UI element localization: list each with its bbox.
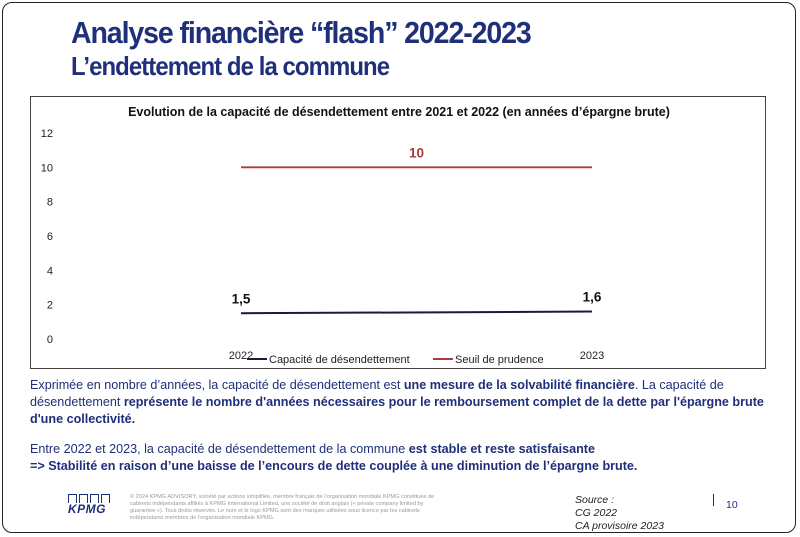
source-line-2: CA provisoire 2023 [575, 520, 664, 532]
x-tick-label: 2023 [580, 350, 604, 362]
source-label: Source : [575, 494, 615, 506]
data-label: 1,6 [583, 290, 602, 305]
p2-text-a: Entre 2022 et 2023, la capacité de désen… [30, 442, 409, 456]
p1-text-b: une mesure de la solvabilité financière [403, 378, 635, 392]
logo-boxes-icon [68, 494, 110, 503]
conclusion-paragraph: Entre 2022 et 2023, la capacité de désen… [30, 441, 770, 475]
p2-text-c: => Stabilité en raison d’une baisse de l… [30, 459, 638, 473]
page-subtitle: L’endettement de la commune [71, 51, 390, 81]
page-title: Analyse financière “flash” 2022-2023 [71, 15, 532, 50]
p1-text-c: . La capacité de désendettement [30, 378, 724, 409]
y-tick-label: 6 [47, 231, 53, 243]
page-number: 10 [726, 499, 738, 511]
x-tick-label: 2022 [229, 350, 253, 362]
chart-container: Evolution de la capacité de désendetteme… [30, 96, 766, 369]
data-label: 1,5 [232, 291, 251, 306]
data-label: 10 [409, 145, 424, 160]
logo-text: KPMG [68, 502, 106, 516]
source-line-1: CG 2022 [575, 507, 618, 519]
kpmg-logo: KPMG [68, 494, 110, 516]
legend-label: Seuil de prudence [455, 354, 544, 366]
p1-text-d: représente le nombre d'années nécessaire… [30, 395, 764, 426]
y-tick-label: 10 [41, 162, 53, 174]
explanation-paragraph: Exprimée en nombre d’années, la capacité… [30, 377, 770, 428]
y-tick-label: 0 [47, 334, 53, 346]
source-note: Source : CG 2022 CA provisoire 2023 [575, 494, 664, 533]
line-chart: Evolution de la capacité de désendetteme… [41, 105, 670, 366]
chart-title: Evolution de la capacité de désendetteme… [128, 105, 670, 119]
y-tick-label: 4 [47, 265, 53, 277]
y-tick-label: 12 [41, 128, 53, 140]
y-tick-label: 8 [47, 197, 53, 209]
legend-label: Capacité de désendettement [269, 354, 410, 366]
legal-notice: © 2024 KPMG ADVISORY, société par action… [130, 494, 435, 521]
y-tick-label: 2 [47, 300, 53, 312]
p2-text-b: est stable et reste satisfaisante [408, 442, 595, 456]
p1-text-a: Exprimée en nombre d’années, la capacité… [30, 378, 404, 392]
series-line-capacite [240, 310, 593, 315]
footer-separator [713, 494, 714, 506]
